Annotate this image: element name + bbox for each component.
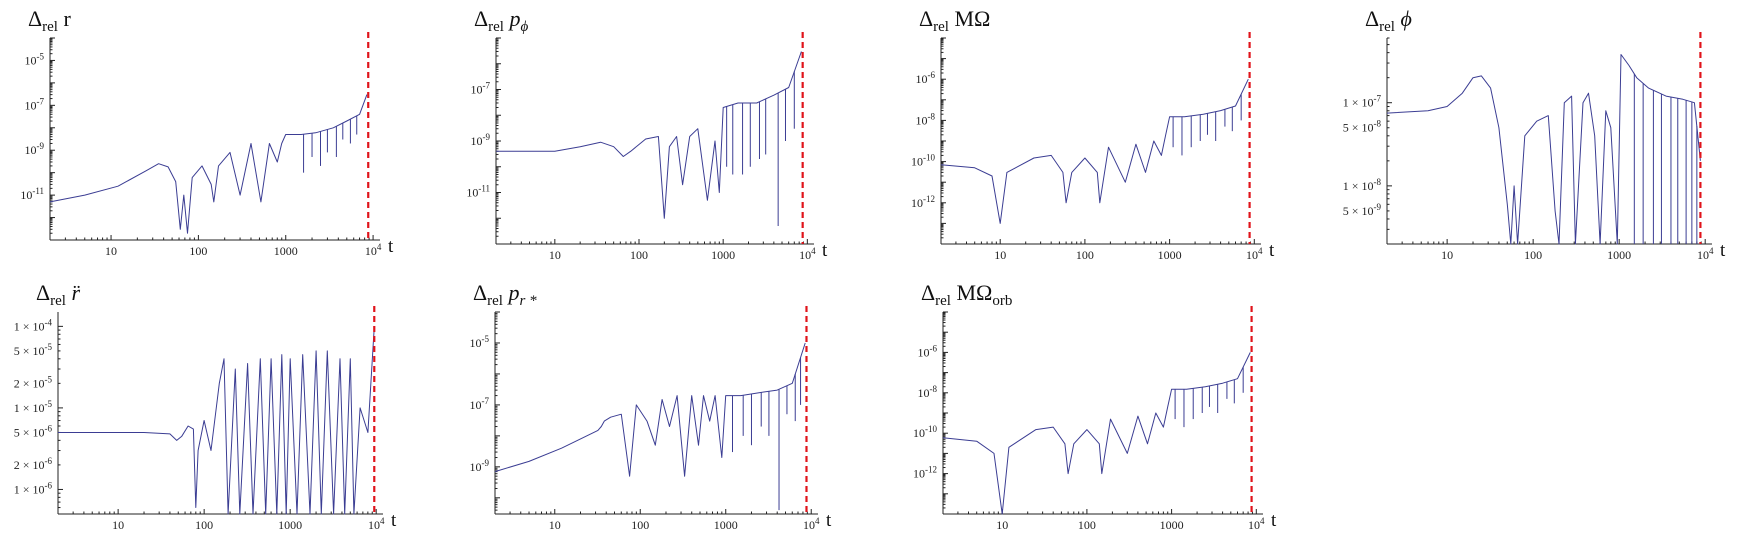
panel-title: Δrel pr * (473, 280, 537, 309)
y-tick-label: 10-10 (913, 424, 937, 440)
panel-title: Δrel MΩorb (921, 280, 1012, 309)
y-tick-label: 10-6 (916, 70, 936, 86)
y-tick-label: 10-7 (470, 396, 490, 412)
x-tick-label: 1000 (1158, 248, 1182, 262)
y-tick-label: 2 × 10-5 (14, 374, 53, 390)
y-tick-label: 1 × 10-8 (1343, 177, 1382, 193)
x-tick-label: 104 (368, 516, 385, 532)
y-tick-label: 10-7 (25, 96, 45, 112)
y-tick-label: 10-9 (25, 141, 45, 157)
x-tick-label: 1000 (1607, 248, 1631, 262)
series-line (496, 51, 802, 219)
x-tick-label: 104 (1246, 246, 1263, 262)
panel-title: Δrel ϕ (1365, 6, 1412, 35)
y-tick-label: 10-8 (918, 384, 938, 400)
x-tick-label: 100 (1078, 518, 1096, 532)
x-tick-label: 10 (105, 244, 117, 258)
series-line (49, 94, 368, 234)
panel-1: Δrel r 10 100 1000 104 t 10-11 10-9 10-7 10-5 (20, 6, 394, 258)
y-tick-label: 5 × 10-8 (1343, 119, 1382, 135)
x-axis-label: t (1269, 240, 1275, 261)
x-tick-label: 100 (631, 518, 649, 532)
y-tick-label: 1 × 10-7 (1343, 94, 1382, 110)
y-tick-label: 1 × 10-5 (14, 399, 53, 415)
x-tick-label: 10 (1441, 248, 1453, 262)
panel-3: Δrel MΩ 10 100 1000 104 t 10-12 10-10 10-8 10-6 (911, 6, 1275, 262)
y-tick-label: 10-7 (471, 81, 491, 97)
y-tick-label: 10-12 (913, 465, 937, 481)
y-tick-label: 1 × 10-6 (14, 480, 53, 496)
x-tick-label: 10 (996, 518, 1008, 532)
x-tick-label: 104 (803, 516, 820, 532)
y-tick-label: 1 × 10-4 (14, 317, 53, 333)
y-tick-label: 10-9 (471, 132, 491, 148)
panel-5: Δrel r̈ 10 100 1000 104 t 1 × 10-6 2 × 10-6 5 × … (14, 280, 397, 532)
panel-7: Δrel MΩorb 10 100 1000 104 t 10-12 10-10 10-8 10-… (913, 280, 1277, 532)
x-tick-label: 1000 (1160, 518, 1184, 532)
y-tick-label: 10-11 (466, 184, 490, 200)
y-tick-label: 10-5 (25, 51, 45, 67)
x-tick-label: 100 (195, 518, 213, 532)
x-axis-label: t (1720, 240, 1726, 261)
y-tick-label: 10-9 (470, 458, 490, 474)
x-tick-label: 104 (799, 246, 816, 262)
x-axis-label: t (826, 510, 832, 531)
y-tick-label: 10-10 (911, 153, 935, 169)
series-line (58, 326, 375, 515)
x-axis-label: t (391, 510, 397, 531)
series-line (494, 342, 806, 477)
y-tick-label: 5 × 10-5 (14, 342, 53, 358)
panel-2: Δrel pϕ 10 100 1000 104 t 10-11 10-9 10-7 (466, 6, 828, 262)
x-tick-label: 1000 (278, 518, 302, 532)
x-tick-label: 104 (365, 242, 382, 258)
x-axis-label: t (388, 236, 394, 257)
x-tick-label: 100 (1524, 248, 1542, 262)
x-tick-label: 1000 (711, 248, 735, 262)
x-tick-label: 104 (1697, 246, 1714, 262)
x-tick-label: 10 (549, 248, 561, 262)
series-line (942, 352, 1251, 515)
panel-title: Δrel r̈ (36, 280, 80, 309)
y-tick-label: 10-5 (470, 334, 490, 350)
x-tick-label: 100 (189, 244, 207, 258)
y-tick-label: 10-8 (916, 111, 936, 127)
x-tick-label: 10 (112, 518, 124, 532)
x-tick-label: 100 (1076, 248, 1094, 262)
y-tick-label: 5 × 10-9 (1343, 202, 1382, 218)
x-tick-label: 1000 (714, 518, 738, 532)
panel-4: Δrel ϕ 10 100 1000 104 t 5 × 10-9 1 × 10-8 5 × 1… (1343, 6, 1726, 262)
y-tick-label: 10-11 (20, 186, 44, 202)
panel-6: Δrel pr * 10 100 1000 104 t 10-9 10-7 10-5 (470, 280, 833, 532)
panel-title: Δrel pϕ (474, 6, 528, 35)
y-tick-label: 10-6 (918, 343, 938, 359)
series-line (1386, 54, 1701, 245)
x-tick-label: 104 (1248, 516, 1265, 532)
x-tick-label: 10 (994, 248, 1006, 262)
panel-title: Δrel MΩ (919, 6, 990, 35)
x-axis-label: t (1271, 510, 1277, 531)
x-tick-label: 100 (630, 248, 648, 262)
x-axis-label: t (822, 240, 828, 261)
x-tick-label: 1000 (274, 244, 298, 258)
x-tick-label: 10 (549, 518, 561, 532)
y-tick-label: 10-12 (911, 194, 935, 210)
series-line (940, 78, 1249, 224)
y-tick-label: 2 × 10-6 (14, 456, 53, 472)
panel-title: Δrel r (28, 6, 71, 35)
y-tick-label: 5 × 10-6 (14, 423, 53, 439)
